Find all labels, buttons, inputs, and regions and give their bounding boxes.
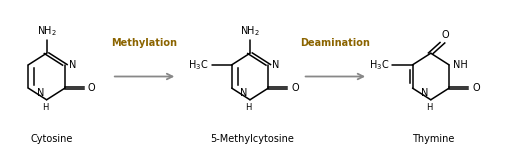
Text: N: N <box>37 88 44 97</box>
Text: N: N <box>272 60 280 70</box>
Text: NH$_2$: NH$_2$ <box>37 24 57 38</box>
Text: O: O <box>88 83 95 93</box>
Text: Cytosine: Cytosine <box>30 134 73 144</box>
Text: O: O <box>291 83 299 93</box>
Text: NH: NH <box>453 60 468 70</box>
Text: 5-Methylcytosine: 5-Methylcytosine <box>211 134 294 144</box>
Text: O: O <box>441 30 449 41</box>
Text: H: H <box>245 103 251 112</box>
Text: N: N <box>240 88 247 97</box>
Text: O: O <box>472 83 480 93</box>
Text: H$_3$C: H$_3$C <box>369 58 389 72</box>
Text: Methylation: Methylation <box>112 38 178 48</box>
Text: H: H <box>42 103 48 112</box>
Text: N: N <box>421 88 428 97</box>
Text: Thymine: Thymine <box>412 134 454 144</box>
Text: H$_3$C: H$_3$C <box>188 58 209 72</box>
Text: H: H <box>426 103 432 112</box>
Text: N: N <box>69 60 76 70</box>
Text: Deamination: Deamination <box>300 38 370 48</box>
Text: NH$_2$: NH$_2$ <box>240 24 260 38</box>
